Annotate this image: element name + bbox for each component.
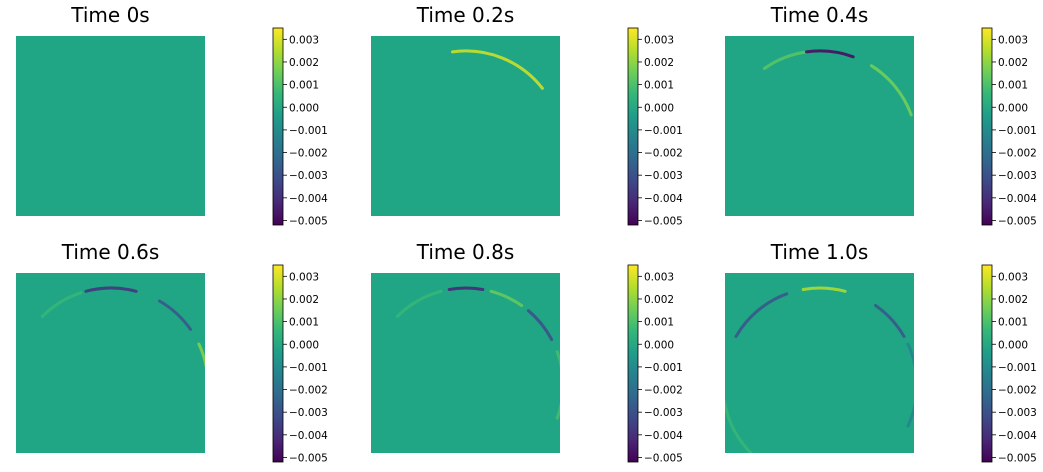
colorbar-tick-label: −0.004 bbox=[289, 430, 328, 442]
colorbar-tick-label: 0.002 bbox=[289, 294, 319, 306]
colorbar bbox=[627, 264, 639, 463]
heatmap-field bbox=[725, 273, 914, 453]
colorbar-tick-label: −0.004 bbox=[644, 430, 683, 442]
heatmap-field bbox=[371, 36, 560, 216]
colorbar-tick-label: −0.002 bbox=[289, 148, 328, 160]
wavefront-segment bbox=[801, 286, 847, 293]
wavefront-segment bbox=[40, 291, 83, 318]
colorbar-tick-label: −0.004 bbox=[644, 193, 683, 205]
heatmap-field bbox=[725, 36, 914, 216]
wavefront-segment bbox=[906, 342, 914, 428]
panel: Time 0.4s 0.003 0.002 0.001 0.000 −0.001 −0.00… bbox=[725, 3, 1037, 227]
panel-title: Time 0.2s bbox=[416, 3, 515, 27]
panel: Time 0.2s 0.003 0.002 0.001 0.000 −0.001 −0.00… bbox=[371, 3, 683, 227]
colorbar-tick-label: −0.002 bbox=[998, 385, 1037, 397]
colorbar-tick-label: 0.000 bbox=[644, 102, 674, 114]
wavefront-segment bbox=[84, 286, 138, 293]
colorbar-tick-label: 0.003 bbox=[998, 34, 1028, 46]
colorbar-tick-label: −0.004 bbox=[998, 193, 1037, 205]
wavefront-segment bbox=[555, 350, 560, 420]
colorbar-tick-label: 0.000 bbox=[644, 339, 674, 351]
colorbar-tick-label: 0.003 bbox=[644, 271, 674, 283]
colorbar-tick-label: 0.002 bbox=[998, 57, 1028, 69]
colorbar-tick-label: −0.001 bbox=[644, 362, 683, 374]
panel-title: Time 0.4s bbox=[770, 3, 869, 27]
wavefront-segment bbox=[874, 304, 906, 338]
colorbar-tick-label: −0.004 bbox=[998, 430, 1037, 442]
panel-title: Time 1.0s bbox=[770, 240, 869, 264]
colorbar-tick-label: −0.003 bbox=[644, 170, 683, 182]
wavefront-segment bbox=[869, 64, 913, 117]
colorbar-tick-label: −0.003 bbox=[998, 407, 1037, 419]
colorbar-tick-label: −0.001 bbox=[289, 362, 328, 374]
wavefront-segment bbox=[158, 299, 192, 331]
colorbar-tick-label: −0.002 bbox=[998, 148, 1037, 160]
colorbar-tick-label: −0.004 bbox=[289, 193, 328, 205]
wavefront-segment bbox=[395, 289, 443, 318]
colorbar-tick-label: −0.001 bbox=[998, 362, 1037, 374]
colorbar-tick-label: −0.002 bbox=[289, 385, 328, 397]
heatmap-field bbox=[16, 273, 205, 453]
panel-title: Time 0.8s bbox=[416, 240, 515, 264]
wavefront-segment bbox=[805, 49, 855, 59]
colorbar-tick-label: 0.001 bbox=[289, 317, 319, 329]
colorbar-tick-label: −0.002 bbox=[644, 385, 683, 397]
colorbar-tick-label: 0.001 bbox=[644, 80, 674, 92]
panel-title: Time 0.6s bbox=[61, 240, 160, 264]
colorbar-tick-label: 0.002 bbox=[998, 294, 1028, 306]
panel: Time 0.6s 0.003 0.002 0.001 0.000 −0.001 −0.00… bbox=[16, 240, 328, 464]
wavefront-segment bbox=[734, 292, 789, 338]
panel-title: Time 0s bbox=[70, 3, 149, 27]
colorbar-tick-label: 0.000 bbox=[998, 339, 1028, 351]
colorbar-tick-label: 0.001 bbox=[289, 80, 319, 92]
wavefront-segment bbox=[447, 286, 485, 291]
colorbar-tick-label: 0.000 bbox=[998, 102, 1028, 114]
colorbar-tick-label: 0.000 bbox=[289, 339, 319, 351]
colorbar-tick-label: −0.005 bbox=[644, 215, 683, 227]
colorbar-tick-label: −0.005 bbox=[998, 215, 1037, 227]
wavefront-segment bbox=[197, 342, 205, 369]
colorbar-tick-label: 0.001 bbox=[998, 80, 1028, 92]
wavefront-segment bbox=[489, 289, 524, 307]
wavefront-segment bbox=[451, 49, 544, 90]
colorbar-tick-label: −0.002 bbox=[644, 148, 683, 160]
colorbar-tick-label: −0.005 bbox=[289, 452, 328, 464]
colorbar-tick-label: 0.003 bbox=[644, 34, 674, 46]
colorbar-tick-label: 0.001 bbox=[644, 317, 674, 329]
wavefront-segment bbox=[762, 50, 808, 70]
colorbar bbox=[981, 264, 993, 463]
colorbar-tick-label: −0.005 bbox=[289, 215, 328, 227]
colorbar-tick-label: 0.000 bbox=[289, 102, 319, 114]
colorbar-tick-label: −0.001 bbox=[644, 125, 683, 137]
colorbar-tick-label: −0.003 bbox=[289, 407, 328, 419]
wavefront-segment bbox=[725, 400, 754, 453]
colorbar-tick-label: 0.003 bbox=[289, 271, 319, 283]
colorbar-tick-label: 0.001 bbox=[998, 317, 1028, 329]
panel: Time 0s 0.003 0.002 0.001 0.000 −0.001 −0.002 −… bbox=[16, 3, 328, 227]
colorbar-tick-label: 0.002 bbox=[644, 57, 674, 69]
colorbar bbox=[981, 27, 993, 226]
colorbar-tick-label: −0.003 bbox=[644, 407, 683, 419]
wavefront-segment bbox=[526, 309, 554, 341]
colorbar-tick-label: −0.001 bbox=[998, 125, 1037, 137]
colorbar-tick-label: −0.005 bbox=[998, 452, 1037, 464]
colorbar-tick-label: 0.002 bbox=[644, 294, 674, 306]
colorbar-tick-label: −0.001 bbox=[289, 125, 328, 137]
panel: Time 0.8s 0.003 0.002 0.001 0.000 −0.001 −0.00… bbox=[371, 240, 683, 464]
colorbar-tick-label: −0.003 bbox=[998, 170, 1037, 182]
heatmap-field bbox=[371, 273, 560, 453]
colorbar bbox=[272, 264, 284, 463]
heatmap-field bbox=[16, 36, 205, 216]
colorbar bbox=[627, 27, 639, 226]
colorbar-tick-label: −0.003 bbox=[289, 170, 328, 182]
colorbar-tick-label: 0.003 bbox=[289, 34, 319, 46]
colorbar-tick-label: 0.003 bbox=[998, 271, 1028, 283]
colorbar-tick-label: 0.002 bbox=[289, 57, 319, 69]
panel: Time 1.0s 0.003 0.002 0.001 0.000 −0.001 −0.00… bbox=[725, 240, 1037, 464]
colorbar bbox=[272, 27, 284, 226]
colorbar-tick-label: −0.005 bbox=[644, 452, 683, 464]
